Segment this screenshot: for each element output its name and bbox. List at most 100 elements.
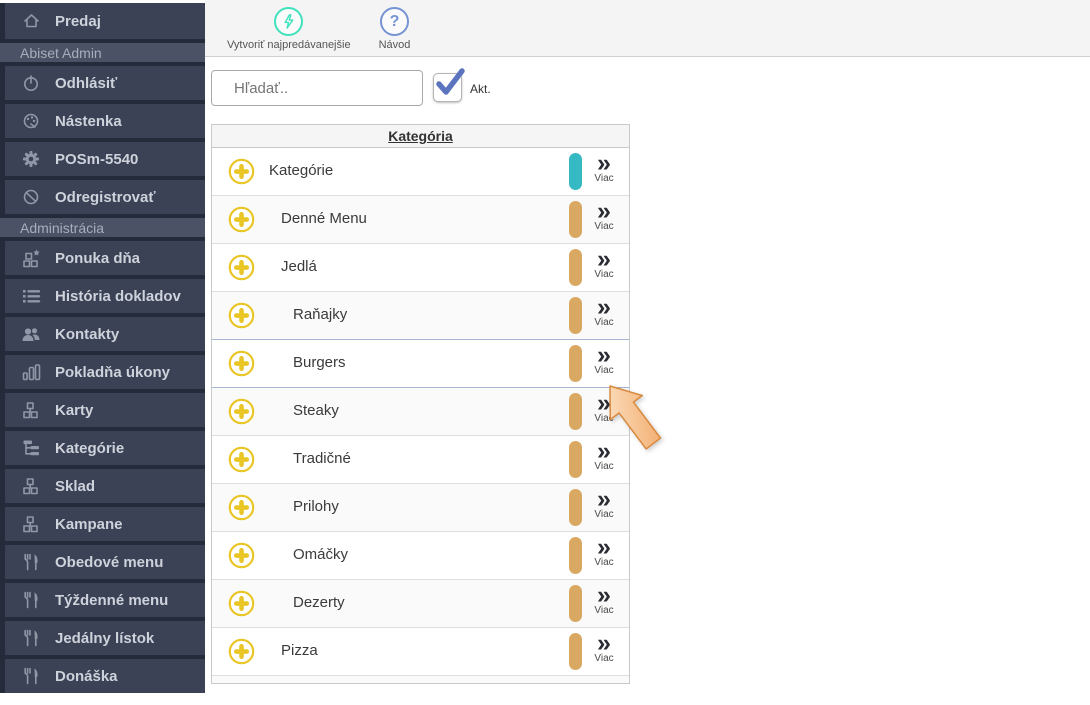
category-table-body: Kategórie» Viac Denné Menu» Viac Jedlá» Viac R… (212, 148, 629, 683)
double-chevron-right-icon: » (597, 581, 611, 609)
add-plus-icon[interactable] (228, 206, 255, 233)
sidebar-item-label: Pokladňa úkony (55, 363, 171, 381)
table-row-kategorie[interactable]: Kategórie » Viac (212, 148, 629, 196)
add-plus-icon[interactable] (228, 494, 255, 521)
cutlery-icon (20, 667, 42, 685)
category-label: Prilohy (293, 498, 339, 515)
double-chevron-right-icon: » (597, 533, 611, 561)
blocks-icon (20, 515, 42, 534)
sidebar-item-label: Sklad (55, 477, 96, 495)
sidebar-item-label: Obedové menu (55, 553, 164, 571)
add-plus-icon[interactable] (228, 590, 255, 617)
sidebar: Predaj Abiset Admin Odhlásiť Nástenka POSm-5… (0, 3, 205, 693)
sidebar-item-obedove-menu[interactable]: Obedové menu (5, 545, 205, 579)
table-row-steaky[interactable]: Steaky » Viac (212, 388, 629, 436)
more-link-steaky[interactable]: » Viac (583, 391, 625, 425)
sidebar-item-ponuka-dna[interactable]: Ponuka dňa (5, 241, 205, 275)
add-plus-icon[interactable] (228, 302, 255, 329)
sidebar-item-label: História dokladov (55, 287, 181, 305)
more-link-burgers[interactable]: » Viac (583, 343, 625, 377)
sidebar-item-label: Nástenka (55, 112, 122, 130)
table-row-omacky[interactable]: Omáčky » Viac (212, 532, 629, 580)
more-label: Viac (594, 269, 614, 280)
sidebar-item-posm-5540[interactable]: POSm-5540 (5, 142, 205, 176)
sidebar-item-label: Karty (55, 401, 94, 419)
more-link-jedla[interactable]: » Viac (583, 247, 625, 281)
sidebar-item-label: Ponuka dňa (55, 249, 141, 267)
more-link-dezerty[interactable]: » Viac (583, 581, 625, 617)
more-label: Viac (594, 173, 614, 184)
sidebar-item-kategorie[interactable]: Kategórie (5, 431, 205, 465)
more-link-ranajky[interactable]: » Viac (583, 293, 625, 329)
sidebar-item-pokladna-ukony[interactable]: Pokladňa úkony (5, 355, 205, 389)
table-row-burgers[interactable]: Burgers » Viac (212, 339, 629, 388)
table-row-dezerty[interactable]: Dezerty » Viac (212, 580, 629, 628)
category-color-bar (569, 441, 582, 478)
category-color-bar (569, 489, 582, 526)
sidebar-item-odregistrovat[interactable]: Odregistrovať (5, 180, 205, 214)
sidebar-item-tyzdenne-menu[interactable]: Týždenné menu (5, 583, 205, 617)
category-label: Burgers (293, 354, 346, 371)
table-row-jedla[interactable]: Jedlá » Viac (212, 244, 629, 292)
sidebar-item-sklad[interactable]: Sklad (5, 469, 205, 503)
sidebar-item-label: Predaj (55, 12, 101, 30)
table-row-ranajky[interactable]: Raňajky » Viac (212, 292, 629, 340)
category-table-header[interactable]: Kategória (212, 125, 629, 148)
sidebar-item-jedalny-listok[interactable]: Jedálny lístok (5, 621, 205, 655)
more-label: Viac (594, 317, 614, 328)
search-input[interactable] (234, 79, 433, 97)
more-link-kategorie[interactable]: » Viac (583, 151, 625, 185)
table-row-prilohy[interactable]: Prilohy » Viac (212, 484, 629, 532)
sidebar-item-nastenka[interactable]: Nástenka (5, 104, 205, 138)
category-label: Jedlá (281, 258, 317, 275)
add-plus-icon[interactable] (228, 158, 255, 185)
add-plus-icon[interactable] (228, 446, 255, 473)
double-chevron-right-icon: » (597, 293, 611, 321)
category-table: Kategória Kategórie» Viac Denné Menu» Viac J… (211, 124, 630, 684)
sidebar-item-label: Týždenné menu (55, 591, 169, 609)
create-bestsellers-button[interactable]: Vytvoriť najpredávanejšie (213, 0, 365, 56)
sidebar-item-donaska[interactable]: Donáška (5, 659, 205, 693)
more-label: Viac (594, 509, 614, 520)
sidebar-item-historia-dokladov[interactable]: História dokladov (5, 279, 205, 313)
table-row-denne-menu[interactable]: Denné Menu » Viac (212, 196, 629, 244)
category-color-bar (569, 537, 582, 574)
sidebar-item-label: Kampane (55, 515, 123, 533)
sidebar-item-kontakty[interactable]: Kontakty (5, 317, 205, 351)
more-label: Viac (594, 221, 614, 232)
category-color-bar (569, 297, 582, 334)
sidebar-item-karty[interactable]: Karty (5, 393, 205, 427)
more-label: Viac (594, 653, 614, 664)
more-link-pizza[interactable]: » Viac (583, 629, 625, 665)
active-checkbox[interactable] (433, 68, 465, 102)
category-label: Steaky (293, 402, 339, 419)
add-plus-icon[interactable] (228, 542, 255, 569)
sidebar-item-label: Odhlásiť (55, 74, 118, 92)
category-color-bar (569, 393, 582, 430)
double-chevron-right-icon: » (597, 629, 611, 657)
sidebar-item-odhlasit[interactable]: Odhlásiť (5, 66, 205, 100)
category-label: Kategórie (269, 162, 334, 179)
guide-button[interactable]: ? Návod (365, 0, 425, 56)
guide-label: Návod (378, 39, 411, 51)
table-row-tradicne[interactable]: Tradičné » Viac (212, 436, 629, 484)
add-plus-icon[interactable] (228, 398, 255, 425)
add-plus-icon[interactable] (228, 350, 255, 377)
toolbar: Vytvoriť najpredávanejšie ? Návod (205, 0, 1090, 57)
sidebar-item-predaj[interactable]: Predaj (5, 3, 205, 39)
cutlery-icon (20, 629, 42, 647)
sidebar-item-label: Jedálny lístok (55, 629, 155, 647)
double-chevron-right-icon: » (597, 485, 611, 513)
add-plus-icon[interactable] (228, 638, 255, 665)
more-label: Viac (594, 605, 614, 616)
more-label: Viac (594, 557, 614, 568)
more-link-denne-menu[interactable]: » Viac (583, 199, 625, 233)
table-row-pizza[interactable]: Pizza » Viac (212, 628, 629, 676)
more-link-prilohy[interactable]: » Viac (583, 485, 625, 521)
sidebar-item-kampane[interactable]: Kampane (5, 507, 205, 541)
more-link-omacky[interactable]: » Viac (583, 533, 625, 569)
more-link-tradicne[interactable]: » Viac (583, 439, 625, 473)
add-plus-icon[interactable] (228, 254, 255, 281)
blocks-icon (20, 401, 42, 420)
